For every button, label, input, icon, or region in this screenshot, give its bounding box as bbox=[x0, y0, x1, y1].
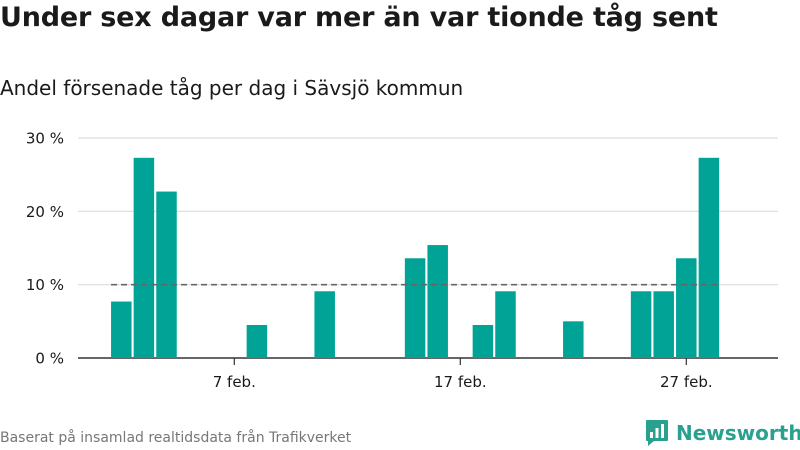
x-tick-label: 17 feb. bbox=[434, 373, 487, 391]
bar[interactable] bbox=[404, 258, 426, 358]
bar[interactable] bbox=[427, 245, 448, 358]
x-tick-label: 7 feb. bbox=[213, 373, 256, 391]
bar[interactable] bbox=[472, 325, 494, 358]
bar[interactable] bbox=[495, 291, 516, 358]
newsworthy-icon bbox=[646, 420, 668, 446]
bar[interactable] bbox=[246, 325, 268, 358]
bar[interactable] bbox=[653, 291, 674, 358]
bar[interactable] bbox=[563, 321, 584, 358]
bar[interactable] bbox=[111, 301, 132, 358]
bar[interactable] bbox=[698, 157, 720, 358]
bar[interactable] bbox=[676, 258, 697, 358]
brand-name: Newsworthy bbox=[676, 421, 800, 445]
axis-labels: 0 % 10 % 20 % 30 % 7 feb. 17 feb. 27 feb. bbox=[26, 130, 713, 392]
chart-title: Under sex dagar var mer än var tionde tå… bbox=[0, 2, 718, 33]
bars bbox=[111, 157, 720, 358]
source-note: Baserat på insamlad realtidsdata från Tr… bbox=[0, 430, 352, 446]
y-tick-label: 0 % bbox=[35, 350, 64, 368]
bar[interactable] bbox=[630, 291, 652, 358]
y-tick-label: 30 % bbox=[26, 130, 64, 148]
bar[interactable] bbox=[133, 157, 155, 358]
newsworthy-logo[interactable]: Newsworthy bbox=[645, 419, 800, 447]
bar[interactable] bbox=[156, 191, 177, 358]
y-tick-label: 10 % bbox=[26, 276, 64, 294]
y-tick-label: 20 % bbox=[26, 203, 64, 221]
chart-subtitle: Andel försenade tåg per dag i Sävsjö kom… bbox=[0, 76, 464, 100]
x-tick-label: 27 feb. bbox=[660, 373, 713, 391]
bar[interactable] bbox=[314, 291, 335, 358]
